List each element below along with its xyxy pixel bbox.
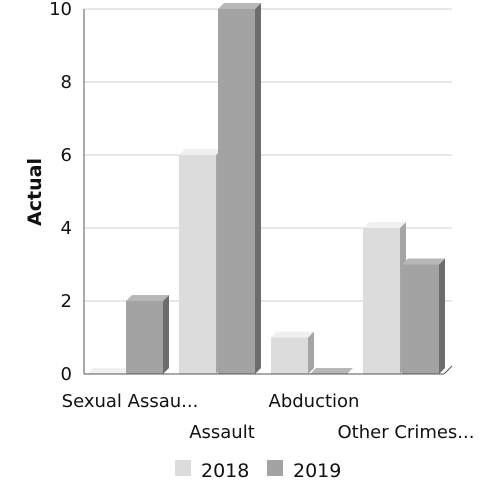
bar-top — [310, 368, 353, 374]
bar-2018-Sexual Assau...[interactable] — [87, 368, 130, 374]
x-category-label: Assault — [189, 422, 255, 443]
bar-top — [271, 331, 314, 338]
labels: 0 2 4 6 8 10 Sexual Assau... Assault Abduction Ot… — [49, 0, 474, 443]
bar-2019-Assault[interactable] — [218, 3, 261, 374]
y-tick-label: 2 — [61, 291, 72, 312]
legend-label: 2018 — [201, 460, 249, 482]
bar-2019-Other Crimes...[interactable] — [402, 258, 445, 375]
legend-swatch — [267, 460, 283, 476]
bar-side — [308, 331, 314, 374]
bar-front — [126, 301, 163, 374]
x-category-label: Abduction — [269, 391, 360, 412]
bar-front — [218, 9, 255, 374]
bar-front — [402, 264, 439, 374]
bar-2019-Abduction[interactable] — [310, 368, 353, 374]
bars — [87, 3, 445, 374]
bar-side — [439, 258, 445, 374]
y-tick-label: 8 — [61, 72, 72, 93]
bar-2019-Sexual Assau...[interactable] — [126, 295, 169, 374]
bar-top — [87, 368, 130, 374]
legend-label: 2019 — [293, 460, 341, 482]
x-axis-depth-line — [443, 365, 453, 375]
bar-front — [363, 228, 400, 374]
legend-swatch — [175, 460, 191, 476]
bar-top — [402, 258, 445, 265]
bar-side — [163, 295, 169, 374]
bar-2018-Assault[interactable] — [179, 149, 222, 374]
axes — [83, 9, 453, 375]
bar-2018-Other Crimes...[interactable] — [363, 222, 406, 374]
bar-front — [271, 337, 308, 374]
bar-side — [255, 3, 261, 374]
y-tick-label: 4 — [61, 218, 72, 239]
y-tick-label: 0 — [61, 364, 72, 385]
bar-2018-Abduction[interactable] — [271, 331, 314, 375]
bar-top — [179, 149, 222, 155]
legend-item-2019[interactable]: 2019 — [267, 460, 341, 482]
y-axis-title: Actual — [24, 158, 46, 226]
y-tick-label: 6 — [61, 145, 72, 166]
bar-top — [363, 222, 406, 228]
y-tick-label: 10 — [49, 0, 72, 20]
legend-item-2018[interactable]: 2018 — [175, 460, 249, 482]
x-category-label: Other Crimes... — [338, 422, 475, 443]
legend[interactable]: 2018 2019 — [175, 460, 341, 482]
bar-front — [179, 155, 216, 374]
bar-top — [126, 295, 169, 301]
bar-top — [218, 3, 261, 9]
x-category-label: Sexual Assau... — [62, 391, 199, 412]
